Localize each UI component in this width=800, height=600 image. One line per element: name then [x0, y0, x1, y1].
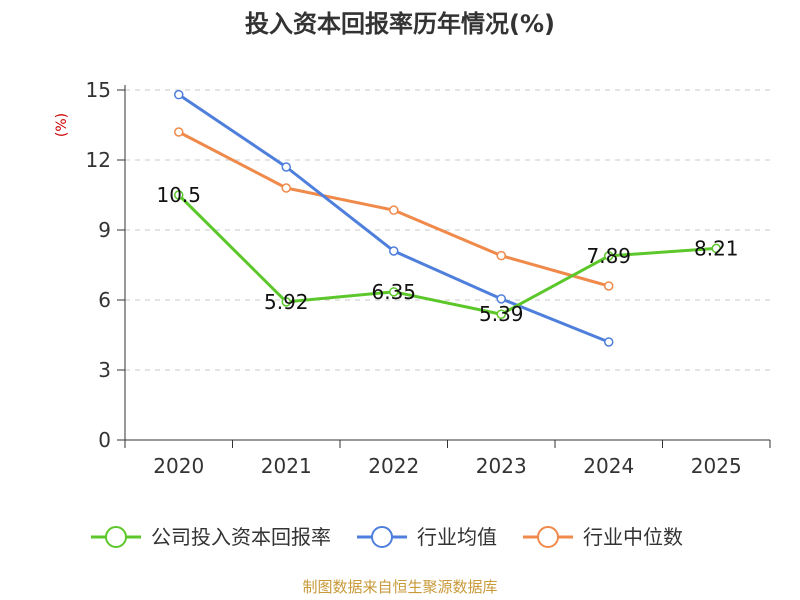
x-tick-label: 2022: [368, 454, 419, 478]
y-tick-label: 9: [98, 218, 111, 242]
data-label: 5.39: [479, 302, 524, 326]
data-point[interactable]: [281, 297, 291, 307]
x-tick-label: 2023: [476, 454, 527, 478]
y-axis-label: (%): [54, 113, 70, 137]
data-point[interactable]: [496, 294, 506, 304]
x-tick-label: 2020: [153, 454, 204, 478]
x-tick-label: 2024: [583, 454, 634, 478]
y-tick-label: 3: [98, 358, 111, 382]
data-point[interactable]: [281, 162, 291, 172]
data-label: 6.35: [371, 280, 416, 304]
legend-item-0[interactable]: 公司投入资本回报率: [91, 525, 331, 549]
series-line-0: [177, 193, 717, 316]
data-point[interactable]: [174, 127, 184, 137]
data-label: 10.5: [156, 183, 201, 207]
data-label: 7.89: [586, 244, 631, 268]
data-point[interactable]: [389, 287, 399, 297]
legend-marker-icon: [537, 526, 559, 548]
data-point[interactable]: [174, 190, 184, 200]
y-tick-label: 6: [98, 288, 111, 312]
data-label: 5.92: [264, 290, 309, 314]
data-point[interactable]: [604, 251, 614, 261]
series-line-1: [177, 93, 610, 344]
data-point[interactable]: [496, 250, 506, 261]
legend-item-1[interactable]: 行业均值: [357, 525, 497, 549]
y-tick-label: 12: [86, 148, 111, 172]
legend-marker-icon: [371, 526, 393, 548]
legend-label: 公司投入资本回报率: [151, 525, 331, 549]
chart-title: 投入资本回报率历年情况(%): [245, 10, 555, 38]
data-point[interactable]: [389, 205, 399, 215]
data-label: 8.21: [694, 236, 739, 260]
data-point[interactable]: [604, 337, 614, 347]
data-point[interactable]: [281, 183, 291, 193]
data-point[interactable]: [604, 281, 614, 291]
legend-marker-icon: [105, 526, 127, 548]
y-tick-label: 0: [98, 428, 111, 452]
legend-label: 行业中位数: [583, 525, 683, 549]
source-note: 制图数据来自恒生聚源数据库: [302, 578, 497, 596]
y-tick-label: 15: [86, 78, 111, 102]
data-point[interactable]: [174, 89, 184, 100]
data-point[interactable]: [389, 246, 399, 256]
x-tick-label: 2021: [261, 454, 312, 478]
data-point[interactable]: [711, 243, 721, 254]
legend-label: 行业均值: [417, 525, 497, 549]
legend-item-2[interactable]: 行业中位数: [523, 525, 683, 549]
data-point[interactable]: [496, 309, 506, 319]
x-tick-label: 2025: [691, 454, 742, 478]
